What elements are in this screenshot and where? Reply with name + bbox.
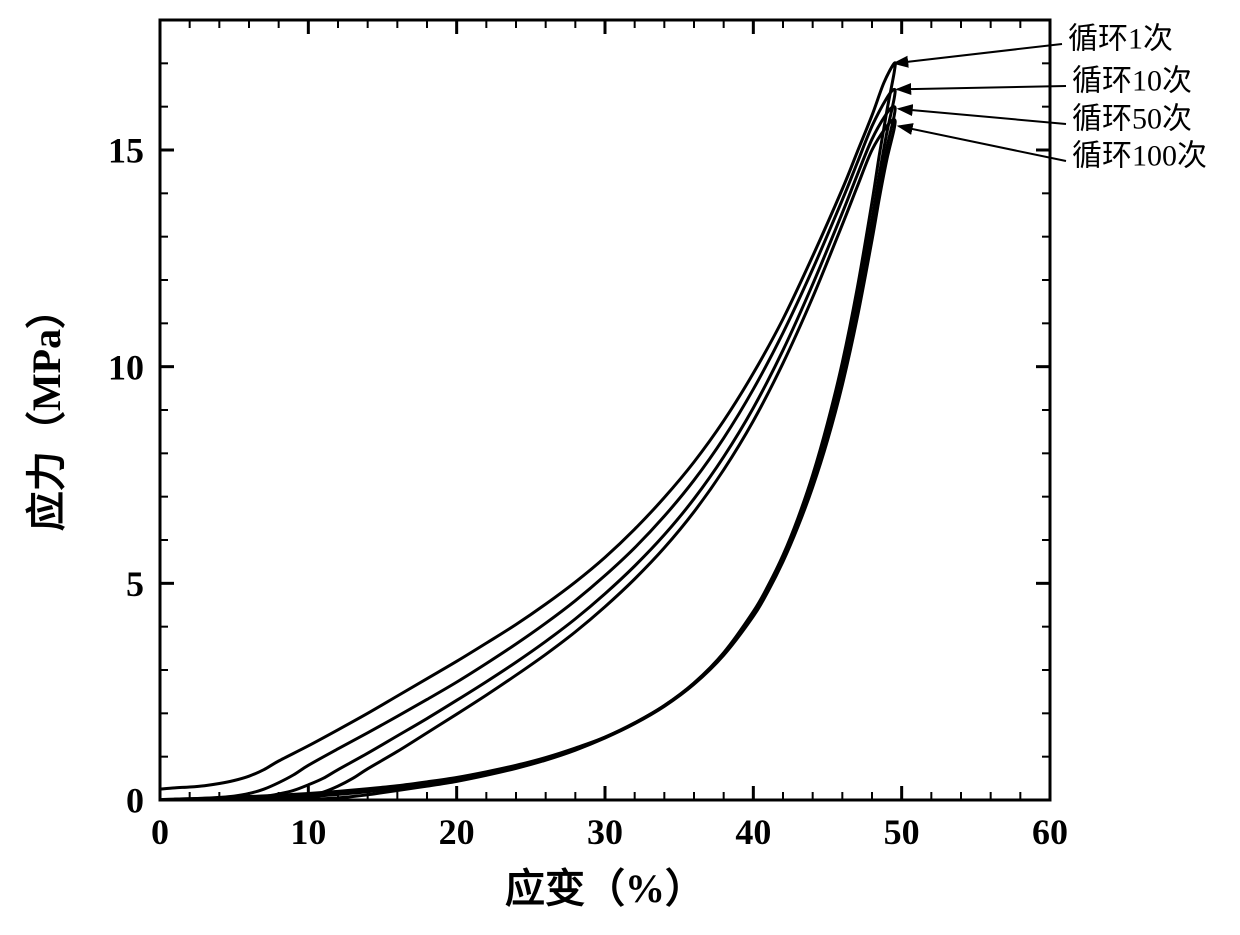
series-cycle10 — [175, 89, 895, 799]
x-tick-label: 0 — [151, 812, 169, 852]
annotation-arrow-cycle50 — [899, 109, 1066, 124]
series-cycle50 — [219, 107, 895, 800]
series-cycle1 — [160, 63, 895, 800]
annotation-arrow-cycle10 — [897, 86, 1066, 89]
y-tick-label: 15 — [108, 131, 144, 171]
annotation-label-cycle100: 循环100次 — [1072, 140, 1207, 173]
stress-strain-chart: 0 10 20 30 40 50 60 0 5 10 15 应变（%） 应力（MPa） 循环1次循环10次… — [0, 0, 1240, 935]
plot-border — [160, 20, 1050, 800]
series-cycle100 — [264, 120, 895, 800]
annotation-label-cycle10: 循环10次 — [1072, 65, 1192, 98]
x-tick-label: 40 — [735, 812, 771, 852]
annotation-arrow-cycle100 — [899, 126, 1066, 161]
x-tick-label: 10 — [290, 812, 326, 852]
x-tick-label: 60 — [1032, 812, 1068, 852]
annotation-arrow-cycle1 — [894, 44, 1062, 63]
x-tick-label: 50 — [884, 812, 920, 852]
y-axis-title: 应力（MPa） — [24, 289, 69, 531]
x-tick-label: 30 — [587, 812, 623, 852]
x-axis-title: 应变（%） — [505, 866, 705, 911]
x-tick-label: 20 — [439, 812, 475, 852]
annotation-label-cycle1: 循环1次 — [1068, 23, 1173, 56]
annotation-label-cycle50: 循环50次 — [1072, 103, 1192, 136]
y-tick-label: 5 — [126, 564, 144, 604]
y-tick-label: 10 — [108, 347, 144, 387]
y-tick-label: 0 — [126, 781, 144, 821]
